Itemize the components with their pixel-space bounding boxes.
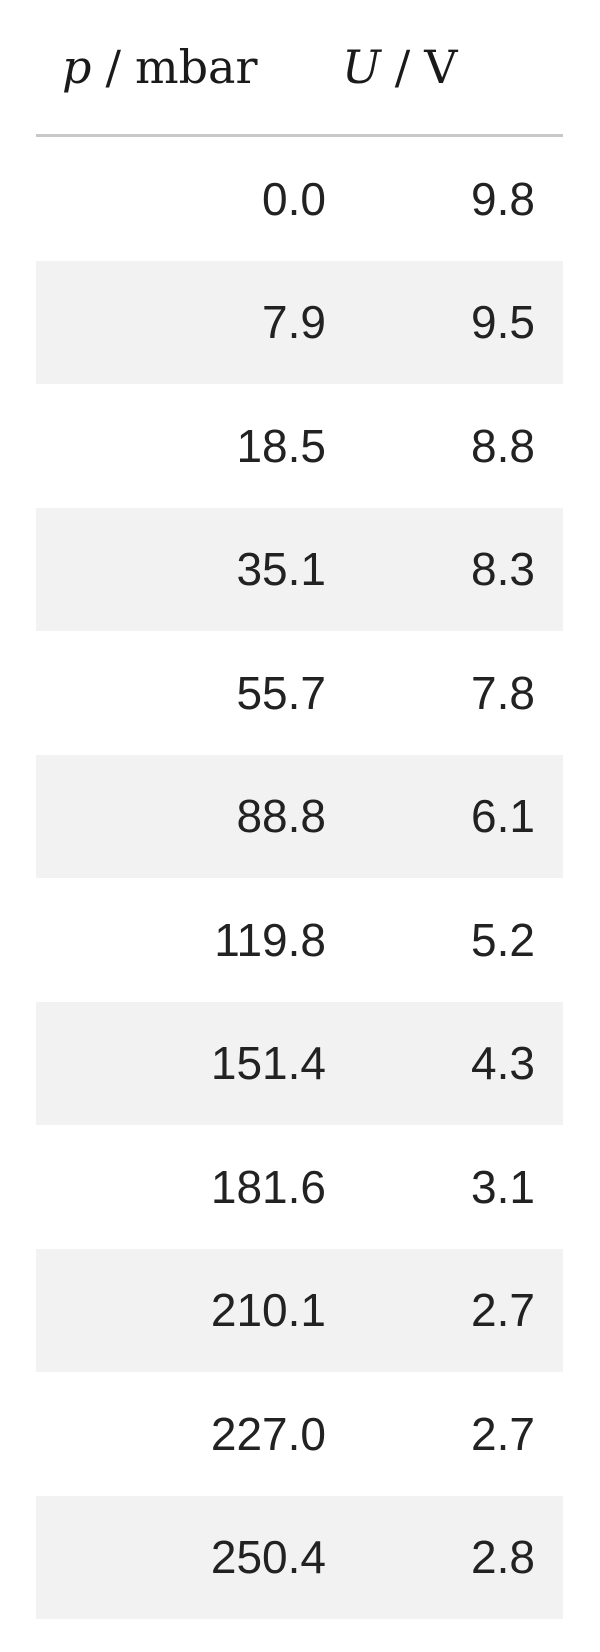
table-header-row: p / mbar U / V [36,0,563,137]
column-header-pressure: p / mbar [36,40,326,94]
column-header-voltage: U / V [326,40,563,94]
pressure-cell: 35.1 [236,543,326,596]
pressure-unit: mbar [134,40,258,94]
pressure-symbol: p [62,40,92,94]
voltage-cell: 2.8 [471,1531,535,1584]
voltage-cell: 6.1 [471,790,535,843]
pressure-cell: 7.9 [262,296,326,349]
voltage-cell: 3.1 [471,1160,535,1213]
table-row: 227.0 2.7 [36,1372,563,1496]
table-row: 151.4 4.3 [36,1001,563,1125]
pressure-cell: 0.0 [262,172,326,225]
data-table: p / mbar U / V 0.0 9.8 7.9 9.5 18.5 8.8 … [36,0,563,1619]
pressure-cell: 119.8 [214,913,326,966]
pressure-cell: 181.6 [210,1160,326,1213]
pressure-cell: 151.4 [210,1037,326,1090]
table-row: 210.1 2.7 [36,1248,563,1372]
table-row: 250.4 2.8 [36,1495,563,1619]
pressure-cell: 250.4 [210,1531,326,1584]
table-row: 88.8 6.1 [36,754,563,878]
voltage-cell: 2.7 [471,1284,535,1337]
voltage-cell: 9.5 [471,296,535,349]
voltage-cell: 8.8 [471,419,535,472]
table-row: 0.0 9.8 [36,137,563,261]
pressure-cell: 18.5 [236,419,326,472]
voltage-cell: 5.2 [471,913,535,966]
table-row: 55.7 7.8 [36,631,563,755]
pressure-cell: 210.1 [210,1284,326,1337]
pressure-cell: 55.7 [236,666,326,719]
pressure-cell: 88.8 [236,790,326,843]
voltage-cell: 2.7 [471,1407,535,1460]
voltage-cell: 8.3 [471,543,535,596]
voltage-cell: 9.8 [471,172,535,225]
voltage-symbol: U [342,40,381,94]
voltage-cell: 4.3 [471,1037,535,1090]
pressure-separator: / [105,40,121,94]
table-row: 119.8 5.2 [36,878,563,1002]
table-row: 35.1 8.3 [36,507,563,631]
voltage-cell: 7.8 [471,666,535,719]
voltage-separator: / [394,40,411,94]
pressure-cell: 227.0 [210,1407,326,1460]
voltage-unit: V [424,40,458,94]
table-row: 181.6 3.1 [36,1125,563,1249]
table-row: 7.9 9.5 [36,260,563,384]
table-row: 18.5 8.8 [36,384,563,508]
